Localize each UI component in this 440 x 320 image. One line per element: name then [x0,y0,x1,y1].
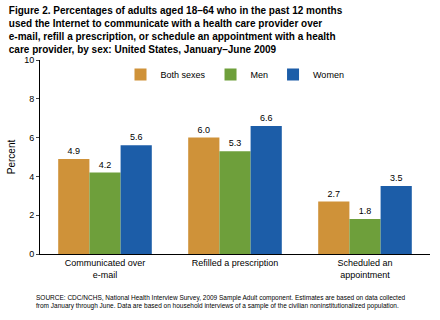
svg-text:3.5: 3.5 [390,173,403,183]
svg-text:6.6: 6.6 [260,113,273,123]
svg-text:Men: Men [251,70,269,80]
svg-text:Communicated overe-mail: Communicated overe-mail [65,258,146,280]
svg-text:4.2: 4.2 [99,160,112,170]
svg-text:2.7: 2.7 [328,189,341,199]
svg-text:0: 0 [29,249,34,259]
svg-text:5.3: 5.3 [229,138,242,148]
svg-text:2: 2 [29,210,34,220]
svg-text:4.9: 4.9 [68,146,81,156]
svg-text:4: 4 [29,172,34,182]
svg-text:Refilled a prescription: Refilled a prescription [192,258,279,268]
svg-text:Scheduled anappointment: Scheduled anappointment [337,258,392,280]
svg-text:Percent: Percent [6,140,17,175]
svg-text:6.0: 6.0 [198,125,211,135]
svg-text:8: 8 [29,94,34,104]
svg-text:5.6: 5.6 [130,132,143,142]
svg-text:Both sexes: Both sexes [161,70,206,80]
svg-text:6: 6 [29,133,34,143]
svg-text:SOURCE: CDC/NCHS, National Hea: SOURCE: CDC/NCHS, National Health Interv… [36,294,405,310]
svg-text:Women: Women [313,70,344,80]
svg-text:1.8: 1.8 [359,206,372,216]
svg-text:Figure 2. Percentages of adult: Figure 2. Percentages of adults aged 18–… [9,5,343,55]
svg-text:10: 10 [24,55,34,65]
